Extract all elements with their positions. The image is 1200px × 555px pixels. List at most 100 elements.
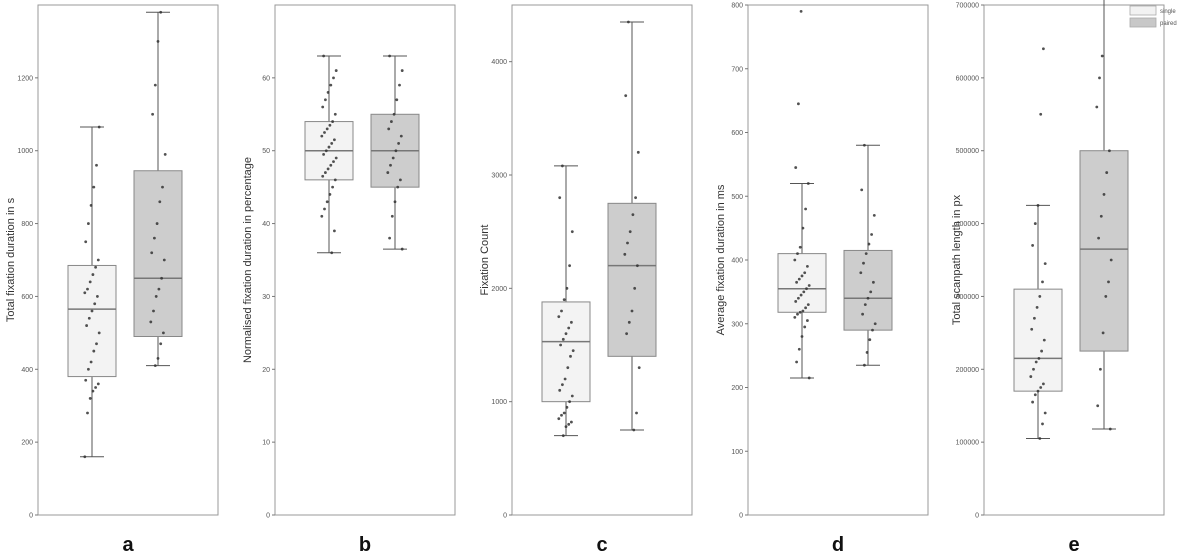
box-iqr <box>843 249 893 331</box>
series-paired <box>607 20 657 432</box>
data-point <box>159 342 163 346</box>
box-iqr <box>541 301 591 403</box>
legend-swatch-single <box>1129 5 1157 16</box>
data-point <box>1096 404 1100 408</box>
data-point <box>390 214 394 218</box>
data-point <box>637 366 641 370</box>
data-point <box>149 320 153 324</box>
data-point <box>569 354 572 358</box>
data-point <box>87 222 90 225</box>
data-point <box>332 160 335 164</box>
data-point <box>1042 382 1045 386</box>
data-point <box>1036 389 1040 393</box>
data-point <box>325 200 329 204</box>
panel-label: a <box>122 534 134 555</box>
data-point <box>92 185 96 189</box>
y-tick-label: 200 <box>731 385 743 392</box>
data-point <box>863 363 866 367</box>
data-point <box>159 10 163 14</box>
data-point <box>871 328 874 332</box>
data-point <box>796 312 799 316</box>
series-paired <box>133 10 183 368</box>
data-point <box>323 131 326 134</box>
y-tick-label: 0 <box>739 513 743 520</box>
data-point <box>400 69 404 72</box>
data-point <box>333 112 337 116</box>
data-point <box>1032 367 1035 371</box>
data-point <box>570 320 573 324</box>
plot-frame <box>747 4 929 516</box>
data-point <box>87 316 91 320</box>
y-tick-label: 1000 <box>17 148 33 155</box>
data-point <box>386 171 390 174</box>
data-point <box>803 325 807 329</box>
y-tick-label: 600 <box>21 294 33 301</box>
data-point <box>324 98 327 102</box>
data-point <box>86 411 89 415</box>
data-point <box>1102 193 1106 196</box>
data-point <box>394 149 398 153</box>
data-point <box>557 417 561 421</box>
data-point <box>1101 331 1105 335</box>
data-point <box>399 178 402 182</box>
y-tick-label: 100000 <box>956 440 979 447</box>
data-point <box>150 251 154 255</box>
data-point <box>559 343 562 347</box>
data-point <box>627 320 631 324</box>
y-tick-label: 300000 <box>956 294 979 301</box>
box-iqr <box>607 202 657 357</box>
y-axis-label: Total scanpath length in px <box>951 194 963 325</box>
data-point <box>326 91 330 94</box>
data-point <box>1029 375 1033 378</box>
data-point <box>794 166 798 169</box>
data-point <box>795 360 798 364</box>
data-point <box>153 364 157 368</box>
data-point <box>801 226 805 230</box>
data-point <box>1107 280 1110 284</box>
box-iqr <box>1079 150 1129 352</box>
data-point <box>332 76 335 80</box>
data-point <box>157 287 161 291</box>
data-point <box>96 382 100 386</box>
y-tick-label: 200 <box>21 440 33 447</box>
y-axis-label: Total fixation duration in s <box>5 197 17 322</box>
y-tick-label: 800 <box>21 221 33 228</box>
data-point <box>568 400 571 404</box>
data-point <box>95 163 98 167</box>
data-point <box>623 252 627 256</box>
data-point <box>96 295 99 298</box>
data-point <box>864 252 868 256</box>
y-tick-label: 30 <box>262 294 270 301</box>
y-tick-label: 700000 <box>956 3 979 10</box>
data-point <box>570 230 574 234</box>
data-point <box>1034 360 1038 364</box>
panel-d: 0 100 200 300 400 500 600 700 800 Average fixatio… <box>715 3 929 555</box>
data-point <box>328 193 332 196</box>
data-point <box>862 261 865 265</box>
series-single <box>777 9 827 380</box>
data-point <box>329 163 333 167</box>
data-point <box>327 145 331 149</box>
data-point <box>1038 295 1042 298</box>
data-point <box>1036 203 1040 207</box>
plot-frame <box>274 4 456 516</box>
data-point <box>560 309 563 313</box>
y-tick-label: 500000 <box>956 148 979 155</box>
y-tick-label: 200000 <box>956 367 979 374</box>
data-point <box>320 134 324 138</box>
data-point <box>390 120 393 123</box>
data-point <box>330 142 334 145</box>
data-point <box>155 222 159 225</box>
data-point <box>560 413 563 417</box>
data-point <box>799 293 803 297</box>
data-point <box>162 258 166 262</box>
y-tick-label: 40 <box>262 221 270 228</box>
data-point <box>1039 386 1043 389</box>
data-point <box>802 290 806 294</box>
data-point <box>95 342 98 346</box>
y-tick-label: 700 <box>731 66 743 73</box>
data-point <box>798 310 802 314</box>
data-point <box>866 296 870 300</box>
y-tick-label: 400 <box>731 258 743 265</box>
data-point <box>633 286 637 290</box>
